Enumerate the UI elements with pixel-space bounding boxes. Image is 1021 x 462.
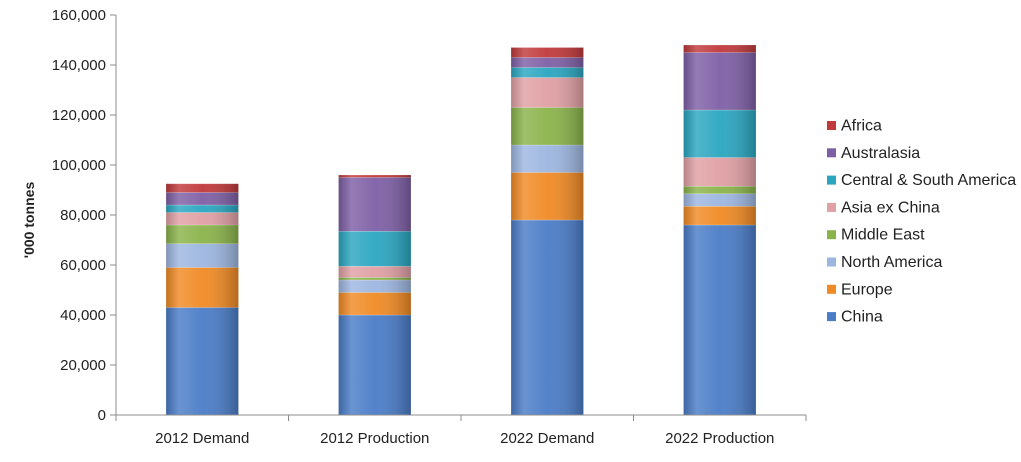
legend-label: North America — [841, 254, 942, 271]
bar-segment-europe — [683, 205, 757, 226]
legend-item-australasia: Australasia — [827, 145, 920, 162]
legend-swatch — [827, 202, 836, 212]
x-category-label: 2012 Demand — [155, 430, 249, 447]
bar-segment-central-south-america — [338, 230, 412, 267]
bar-segment-china — [510, 219, 584, 416]
y-tick-label: 20,000 — [60, 357, 106, 374]
bar-stack-2022-production — [683, 44, 757, 416]
bar-segment-china — [165, 307, 239, 416]
bar-stack-2022-demand — [510, 47, 584, 416]
bar-segment-middle-east — [165, 224, 239, 245]
bar-segment-australasia — [510, 57, 584, 68]
legend-swatch — [827, 121, 836, 130]
y-tick-label: 0 — [98, 407, 106, 424]
bar-segment-middle-east — [683, 185, 757, 195]
legend-item-north-america: North America — [827, 254, 942, 271]
bar-segment-asia-ex-china — [510, 77, 584, 108]
bar-segment-china — [338, 314, 412, 416]
legend-label: Europe — [841, 281, 893, 298]
bar-segment-north-america — [165, 243, 239, 268]
y-tick-label: 100,000 — [52, 157, 106, 174]
legend-item-middle-east: Middle East — [827, 227, 925, 244]
legend: Africa Australasia Central & South America… — [827, 118, 1016, 326]
legend-item-europe: Europe — [827, 281, 893, 298]
bar-segment-north-america — [510, 144, 584, 173]
bar-segment-europe — [510, 172, 584, 221]
x-category-label: 2012 Production — [320, 430, 429, 447]
legend-swatch — [827, 230, 836, 240]
legend-label: Australasia — [841, 145, 920, 162]
legend-label: Asia ex China — [841, 199, 940, 216]
legend-item-central-south-america: Central & South America — [827, 172, 1016, 189]
bar-segment-middle-east — [338, 277, 412, 281]
bar-segment-middle-east — [510, 107, 584, 146]
y-axis: 0 20,000 40,000 60,000 80,000 100,000 120,000 1… — [52, 7, 117, 424]
legend-item-asia-ex-china: Asia ex China — [827, 199, 940, 216]
y-tick-label: 80,000 — [60, 207, 106, 224]
x-axis: 2012 Demand 2012 Production 2022 Demand 202… — [115, 414, 807, 447]
legend-swatch — [827, 175, 836, 185]
bar-segment-china — [683, 224, 757, 416]
bar-segment-africa — [683, 44, 757, 53]
legend-swatch — [827, 284, 836, 294]
bars — [165, 44, 757, 416]
y-tick-label: 140,000 — [52, 57, 106, 74]
bar-segment-central-south-america — [165, 204, 239, 213]
y-axis-title: '000 tonnes — [21, 182, 37, 259]
bar-segment-europe — [165, 267, 239, 308]
bar-segment-australasia — [338, 177, 412, 232]
y-tick-label: 120,000 — [52, 107, 106, 124]
legend-label: China — [841, 309, 883, 326]
legend-label: Africa — [841, 118, 882, 135]
legend-label: Middle East — [841, 227, 925, 244]
bar-segment-central-south-america — [510, 67, 584, 78]
bar-segment-australasia — [165, 192, 239, 206]
x-category-label: 2022 Demand — [500, 430, 594, 447]
bar-segment-north-america — [338, 279, 412, 293]
bar-segment-africa — [510, 47, 584, 58]
bar-segment-europe — [338, 292, 412, 316]
legend-label: Central & South America — [841, 172, 1016, 189]
bar-segment-africa — [338, 174, 412, 178]
bar-segment-central-south-america — [683, 109, 757, 158]
bar-segment-asia-ex-china — [165, 212, 239, 226]
legend-item-africa: Africa — [827, 118, 882, 135]
bar-segment-north-america — [683, 193, 757, 207]
legend-swatch — [827, 257, 836, 267]
bar-segment-asia-ex-china — [338, 265, 412, 278]
legend-swatch — [827, 148, 836, 158]
y-tick-label: 160,000 — [52, 7, 106, 24]
bar-segment-asia-ex-china — [683, 157, 757, 187]
bar-stack-2012-demand — [165, 183, 239, 416]
bar-segment-australasia — [683, 52, 757, 111]
bar-segment-africa — [165, 183, 239, 193]
y-tick-label: 60,000 — [60, 257, 106, 274]
x-category-label: 2022 Production — [665, 430, 774, 447]
legend-item-china: China — [827, 309, 883, 326]
y-tick-label: 40,000 — [60, 307, 106, 324]
bar-stack-2012-production — [338, 174, 412, 416]
legend-swatch — [827, 312, 836, 322]
